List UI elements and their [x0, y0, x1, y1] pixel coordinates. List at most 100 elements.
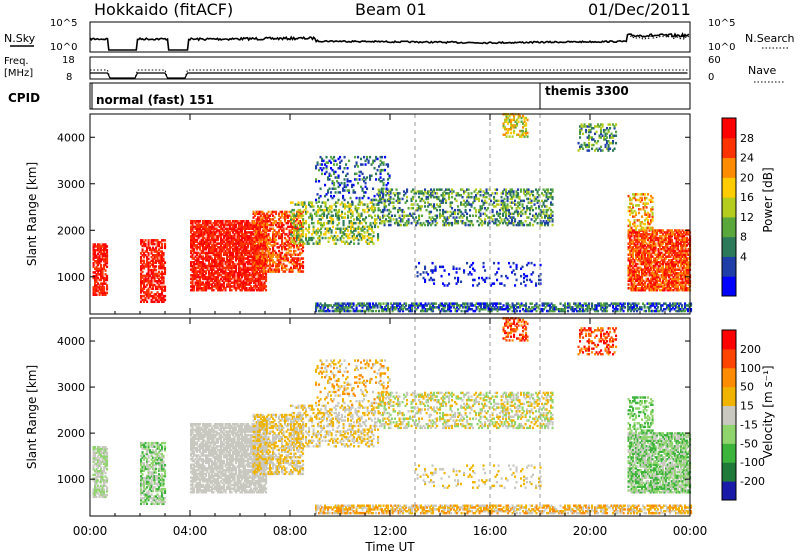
power-cell — [200, 223, 203, 227]
power-cell — [223, 259, 226, 262]
power-cell — [224, 221, 227, 225]
power-cell — [197, 236, 200, 240]
power-cell — [94, 274, 97, 278]
power-cell — [193, 285, 196, 288]
power-cell — [191, 227, 194, 230]
power-cell — [226, 244, 229, 247]
power-cell — [162, 259, 165, 263]
power-cell — [236, 246, 239, 249]
power-cell — [239, 262, 242, 266]
power-cell — [208, 248, 211, 251]
power-cell — [215, 255, 218, 258]
power-cell — [156, 257, 159, 261]
power-cell — [158, 280, 161, 283]
power-cell — [149, 293, 152, 296]
power-cell — [208, 264, 211, 268]
power-cell — [358, 196, 361, 200]
power-cell — [214, 255, 217, 258]
power-cell — [248, 259, 251, 262]
power-cell — [325, 165, 328, 168]
power-cell — [196, 262, 199, 266]
power-cell — [220, 251, 223, 255]
power-cell — [143, 259, 146, 263]
power-cell — [306, 210, 309, 214]
power-cell — [103, 276, 106, 280]
power-cell — [357, 207, 360, 210]
power-cell — [227, 229, 230, 232]
power-cell — [229, 249, 232, 253]
power-cell — [319, 187, 322, 190]
power-cell — [161, 252, 164, 255]
power-cell — [366, 155, 369, 159]
power-cell — [147, 294, 150, 298]
power-cell — [398, 214, 401, 217]
power-cell — [140, 280, 143, 283]
power-cell — [223, 270, 226, 273]
power-cell — [585, 128, 588, 132]
power-cell — [191, 236, 194, 240]
power-cell — [260, 231, 263, 234]
power-cell — [211, 225, 214, 229]
power-cell — [98, 291, 101, 295]
power-cell — [372, 187, 375, 190]
power-cell — [193, 274, 196, 277]
power-cell — [247, 255, 250, 258]
power-cell — [355, 178, 358, 181]
power-cell — [244, 287, 247, 290]
power-cell — [282, 223, 285, 227]
power-cell — [209, 255, 212, 258]
power-cell — [316, 161, 319, 164]
power-cell — [657, 274, 660, 277]
power-cell — [588, 141, 591, 145]
power-cell — [248, 274, 251, 277]
power-cell — [332, 214, 335, 217]
power-cell — [162, 280, 165, 283]
power-cell — [140, 296, 143, 300]
power-cell — [146, 255, 149, 259]
power-cell — [211, 272, 214, 275]
power-cell — [372, 234, 375, 238]
power-cell — [242, 279, 245, 283]
power-cell — [106, 250, 109, 254]
power-cell — [215, 253, 218, 256]
power-cell — [97, 243, 100, 246]
power-cell — [209, 225, 212, 229]
power-cell — [205, 244, 208, 247]
power-cell — [208, 244, 211, 247]
power-cell — [206, 227, 209, 230]
power-cell — [150, 272, 153, 276]
power-cell — [158, 241, 161, 244]
power-cell — [205, 221, 208, 225]
power-cell — [203, 236, 206, 240]
power-cell — [257, 288, 260, 292]
power-cell — [95, 288, 98, 291]
power-cell — [524, 220, 527, 223]
power-cell — [164, 298, 167, 302]
power-cell — [346, 172, 349, 176]
power-cell — [387, 163, 390, 166]
power-cell — [158, 259, 161, 263]
power-cell — [250, 268, 253, 271]
power-cell — [202, 251, 205, 255]
power-cell — [220, 233, 223, 236]
power-cell — [191, 274, 194, 277]
power-cell — [226, 272, 229, 275]
power-cell — [244, 283, 247, 286]
power-cell — [223, 223, 226, 227]
power-cell — [92, 271, 95, 274]
power-cell — [232, 261, 235, 264]
power-cell — [193, 262, 196, 266]
power-cell — [212, 249, 215, 253]
power-cell — [227, 234, 230, 238]
power-cell — [190, 264, 193, 268]
power-cell — [209, 249, 212, 253]
power-cell — [143, 287, 146, 290]
power-cell — [230, 227, 233, 230]
power-cell — [214, 244, 217, 247]
power-cell — [373, 167, 376, 170]
power-cell — [209, 251, 212, 255]
power-cell — [239, 279, 242, 283]
power-cell — [94, 267, 97, 270]
power-cell — [161, 285, 164, 289]
power-cell — [193, 287, 196, 290]
